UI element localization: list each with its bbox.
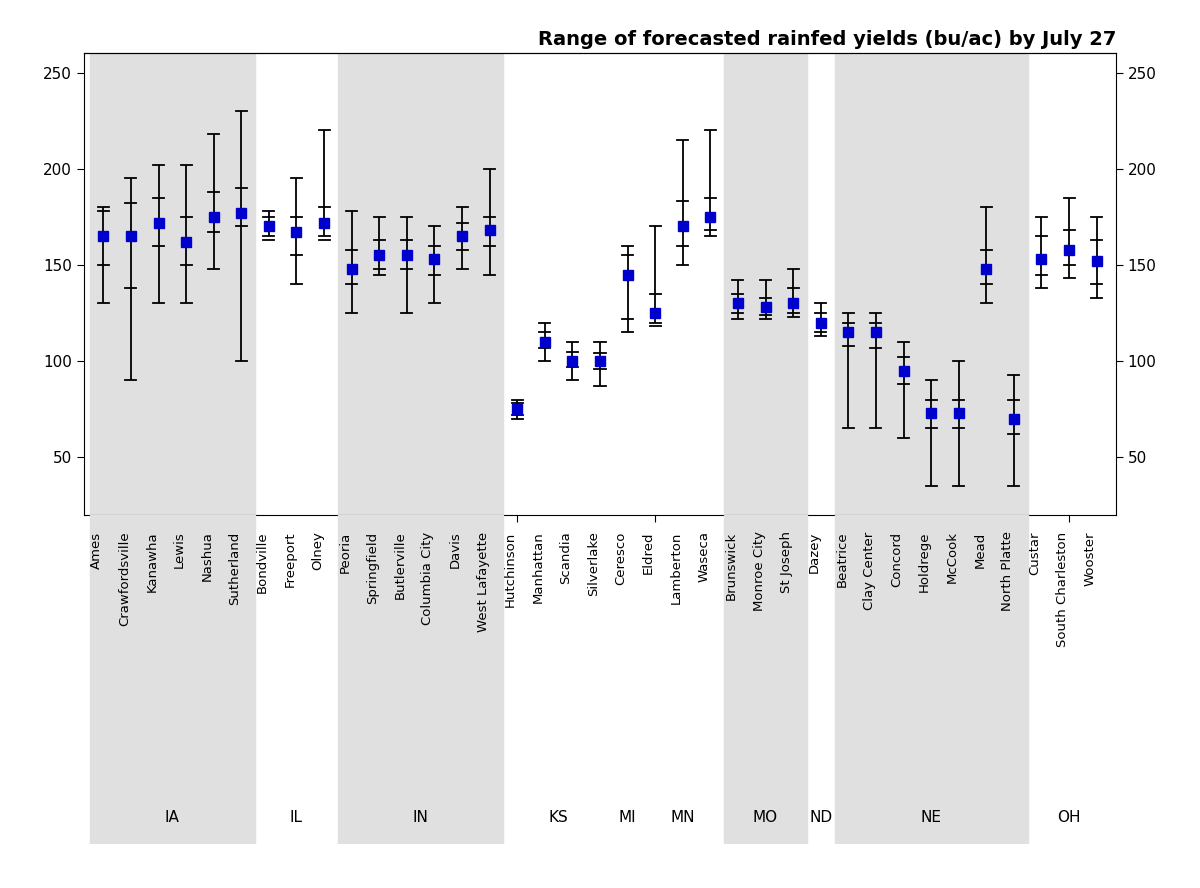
Text: Kanawha: Kanawha xyxy=(145,531,158,592)
Text: NE: NE xyxy=(920,810,942,825)
Text: Manhattan: Manhattan xyxy=(532,531,545,603)
Text: KS: KS xyxy=(548,810,569,825)
Text: Springfield: Springfield xyxy=(366,531,379,604)
Text: Wooster: Wooster xyxy=(1084,531,1097,586)
Text: Davis: Davis xyxy=(449,531,462,568)
Bar xyxy=(90,515,256,844)
Text: Columbia City: Columbia City xyxy=(421,531,434,625)
Bar xyxy=(338,53,504,515)
Bar xyxy=(834,515,1027,844)
Bar xyxy=(90,53,256,515)
Text: Lamberton: Lamberton xyxy=(670,531,683,604)
Text: Brunswick: Brunswick xyxy=(725,531,738,599)
Text: Monroe City: Monroe City xyxy=(752,531,766,612)
Text: Sutherland: Sutherland xyxy=(228,531,241,605)
Text: Custar: Custar xyxy=(1028,531,1042,575)
Text: Nashua: Nashua xyxy=(200,531,214,582)
Text: IL: IL xyxy=(290,810,302,825)
Text: Scandia: Scandia xyxy=(559,531,572,584)
Text: Ceresco: Ceresco xyxy=(614,531,628,585)
Text: Clay Center: Clay Center xyxy=(863,531,876,610)
Bar xyxy=(834,53,1027,515)
Text: Holdrege: Holdrege xyxy=(918,531,931,592)
Text: MO: MO xyxy=(752,810,778,825)
Text: Bondville: Bondville xyxy=(256,531,269,593)
Text: MN: MN xyxy=(671,810,695,825)
Text: Crawfordsville: Crawfordsville xyxy=(118,531,131,626)
Text: Silverlake: Silverlake xyxy=(587,531,600,597)
Bar xyxy=(724,515,806,844)
Text: Concord: Concord xyxy=(890,531,904,587)
Text: ND: ND xyxy=(809,810,833,825)
Text: Waseca: Waseca xyxy=(697,531,710,583)
Text: South Charleston: South Charleston xyxy=(1056,531,1069,646)
Text: Hutchinson: Hutchinson xyxy=(504,531,517,607)
Text: Peoria: Peoria xyxy=(338,531,352,573)
Text: Dazey: Dazey xyxy=(808,531,821,573)
Text: Ames: Ames xyxy=(90,531,103,568)
Text: Lewis: Lewis xyxy=(173,531,186,568)
Text: IA: IA xyxy=(164,810,180,825)
Bar xyxy=(338,515,504,844)
Text: Eldred: Eldred xyxy=(642,531,655,574)
Text: OH: OH xyxy=(1057,810,1081,825)
Text: McCook: McCook xyxy=(946,531,959,583)
Text: St Joseph: St Joseph xyxy=(780,531,793,593)
Text: Butlerville: Butlerville xyxy=(394,531,407,599)
Text: Beatrice: Beatrice xyxy=(835,531,848,587)
Text: Freeport: Freeport xyxy=(283,531,296,587)
Text: MI: MI xyxy=(619,810,636,825)
Text: Mead: Mead xyxy=(973,531,986,567)
Text: North Platte: North Platte xyxy=(1001,531,1014,612)
Text: IN: IN xyxy=(413,810,428,825)
Bar xyxy=(724,53,806,515)
Text: Range of forecasted rainfed yields (bu/ac) by July 27: Range of forecasted rainfed yields (bu/a… xyxy=(538,30,1116,49)
Text: West Lafayette: West Lafayette xyxy=(476,531,490,631)
Text: Olney: Olney xyxy=(311,531,324,570)
